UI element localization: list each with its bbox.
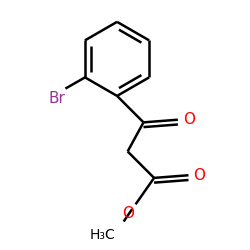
Text: Br: Br: [48, 90, 65, 106]
Text: O: O: [183, 112, 195, 127]
Text: O: O: [122, 206, 134, 221]
Text: H₃C: H₃C: [90, 228, 116, 242]
Text: O: O: [193, 168, 205, 183]
